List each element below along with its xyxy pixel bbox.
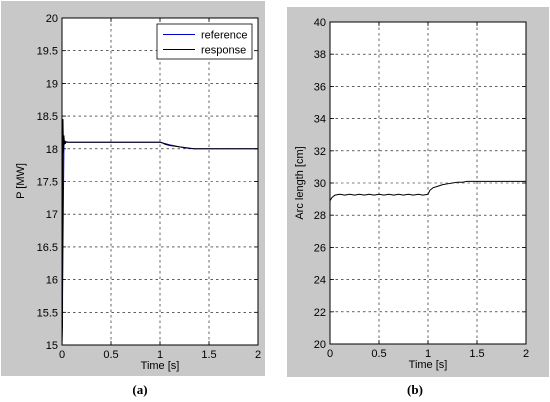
panel-b-x-axis-label: Time [s] bbox=[409, 359, 448, 371]
y-tick-label: 16.5 bbox=[37, 242, 58, 254]
panel-b-grid bbox=[330, 22, 526, 344]
x-tick-label: 1 bbox=[425, 348, 431, 360]
caption-a: (a) bbox=[132, 382, 147, 397]
panel-a-legend: reference response bbox=[156, 23, 253, 60]
panel-a-x-axis-label: Time [s] bbox=[141, 360, 180, 372]
panel-a-x-tick-labels: 0 0.5 1 1.5 2 bbox=[59, 349, 261, 361]
x-tick-label: 0 bbox=[59, 349, 65, 361]
x-tick-label: 1 bbox=[157, 349, 163, 361]
y-tick-label: 17 bbox=[46, 209, 58, 221]
panel-b-series bbox=[329, 180, 526, 201]
y-tick-label: 16 bbox=[46, 275, 58, 287]
x-tick-label: 1.5 bbox=[201, 349, 216, 361]
y-tick-label: 36 bbox=[314, 81, 326, 93]
panel-a-ticks bbox=[61, 17, 259, 346]
y-tick-label: 32 bbox=[314, 146, 326, 158]
panel-b-ticks bbox=[329, 21, 527, 345]
y-tick-label: 40 bbox=[314, 17, 326, 29]
panel-b: 0 0.5 1 1.5 2 20 22 24 26 28 30 32 34 36 38 40 Time [s… bbox=[287, 7, 549, 377]
legend-label-reference: reference bbox=[201, 30, 247, 42]
series-line-response bbox=[61, 118, 258, 346]
x-tick-label: 2 bbox=[255, 349, 261, 361]
x-tick-label: 0.5 bbox=[103, 349, 118, 361]
y-tick-label: 18.5 bbox=[37, 111, 58, 123]
y-tick-label: 22 bbox=[314, 307, 326, 319]
y-tick-label: 20 bbox=[314, 339, 326, 351]
x-tick-label: 1.5 bbox=[469, 348, 484, 360]
legend-label-response: response bbox=[201, 45, 246, 57]
panel-b-y-tick-labels: 20 22 24 26 28 30 32 34 36 38 40 bbox=[314, 17, 326, 351]
x-tick-label: 2 bbox=[523, 348, 529, 360]
panel-a-y-axis-label: P [MW] bbox=[15, 163, 27, 199]
caption-b: (b) bbox=[407, 382, 423, 397]
panel-a-series bbox=[61, 118, 258, 346]
y-tick-label: 34 bbox=[314, 114, 326, 126]
y-tick-label: 19.5 bbox=[37, 46, 58, 58]
y-tick-label: 24 bbox=[314, 275, 326, 287]
panel-a-y-tick-labels: 15 15.5 16 16.5 17 17.5 18 18.5 19 19.5 20 bbox=[37, 13, 58, 352]
x-tick-label: 0 bbox=[327, 348, 333, 360]
legend-box bbox=[156, 23, 253, 60]
y-tick-label: 15.5 bbox=[37, 307, 58, 319]
x-tick-label: 0.5 bbox=[371, 348, 386, 360]
y-tick-label: 26 bbox=[314, 242, 326, 254]
y-tick-label: 17.5 bbox=[37, 177, 58, 189]
y-tick-label: 38 bbox=[314, 49, 326, 61]
panel-b-x-tick-labels: 0 0.5 1 1.5 2 bbox=[327, 348, 529, 360]
y-tick-label: 19 bbox=[46, 78, 58, 90]
y-tick-label: 15 bbox=[46, 340, 58, 352]
panel-a-axes bbox=[61, 17, 259, 346]
series-line-0 bbox=[329, 180, 526, 201]
y-tick-label: 28 bbox=[314, 210, 326, 222]
panel-a: 0 0.5 1 1.5 2 15 15.5 16 16.5 17 17.5 18 18.5 19 19.5… bbox=[1, 1, 265, 376]
y-tick-label: 18 bbox=[46, 144, 58, 156]
y-tick-label: 20 bbox=[46, 13, 58, 25]
panel-b-y-axis-label: Arc length [cm] bbox=[294, 146, 306, 219]
y-tick-label: 30 bbox=[314, 178, 326, 190]
